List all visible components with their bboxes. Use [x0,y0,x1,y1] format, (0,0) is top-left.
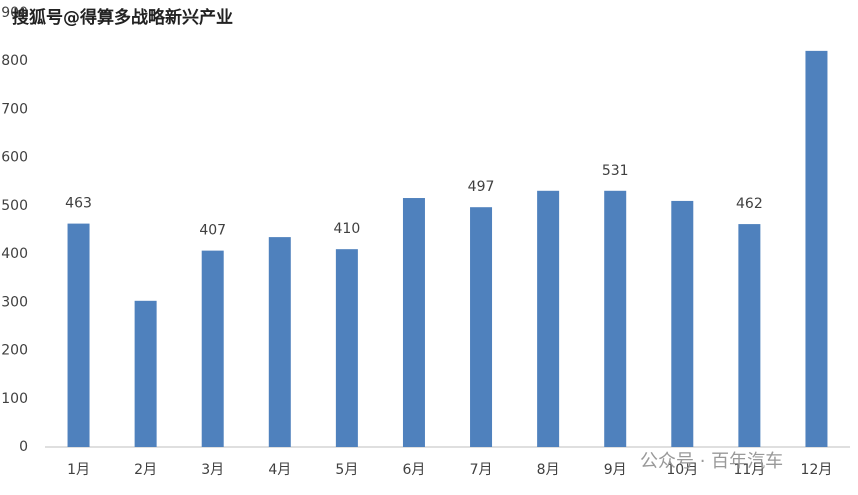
x-tick-label: 2月 [134,462,157,478]
x-tick-label: 1月 [67,462,90,478]
y-tick-label: 900 [1,5,28,21]
y-tick-label: 600 [1,150,28,166]
data-label: 463 [65,196,92,212]
y-tick-label: 300 [1,294,28,310]
bar [604,190,627,448]
x-tick-label: 8月 [537,462,560,478]
x-tick-label: 3月 [201,462,224,478]
x-tick-label: 12月 [801,462,833,478]
data-label: 410 [334,221,361,237]
bar [671,200,694,447]
bar [537,190,560,448]
bar [268,237,291,447]
data-label: 462 [736,196,763,212]
x-tick-label: 5月 [335,462,358,478]
y-tick-label: 700 [1,101,28,117]
y-tick-label: 0 [19,439,28,455]
x-tick-label: 7月 [470,462,493,478]
y-tick-label: 200 [1,343,28,359]
data-label: 407 [199,223,226,239]
data-label: 531 [602,163,629,179]
data-label: 497 [468,179,495,195]
bar [134,300,157,447]
x-tick-label: 10月 [666,462,698,478]
watermark: 搜狐号@得算多战略新兴产业 [12,7,233,28]
bar [402,198,425,447]
x-tick-label: 11月 [733,462,765,478]
bar [738,224,761,447]
bar [470,207,493,447]
y-tick-label: 800 [1,53,28,69]
bar [335,249,358,447]
x-tick-label: 6月 [402,462,425,478]
bar [67,223,90,447]
y-tick-label: 100 [1,391,28,407]
x-tick-label: 9月 [604,462,627,478]
watermark: 公众号 · 百年汽车 [640,451,783,472]
bar [201,250,224,447]
bar [805,50,828,448]
y-tick-label: 400 [1,246,28,262]
y-tick-label: 500 [1,198,28,214]
x-tick-label: 4月 [268,462,291,478]
